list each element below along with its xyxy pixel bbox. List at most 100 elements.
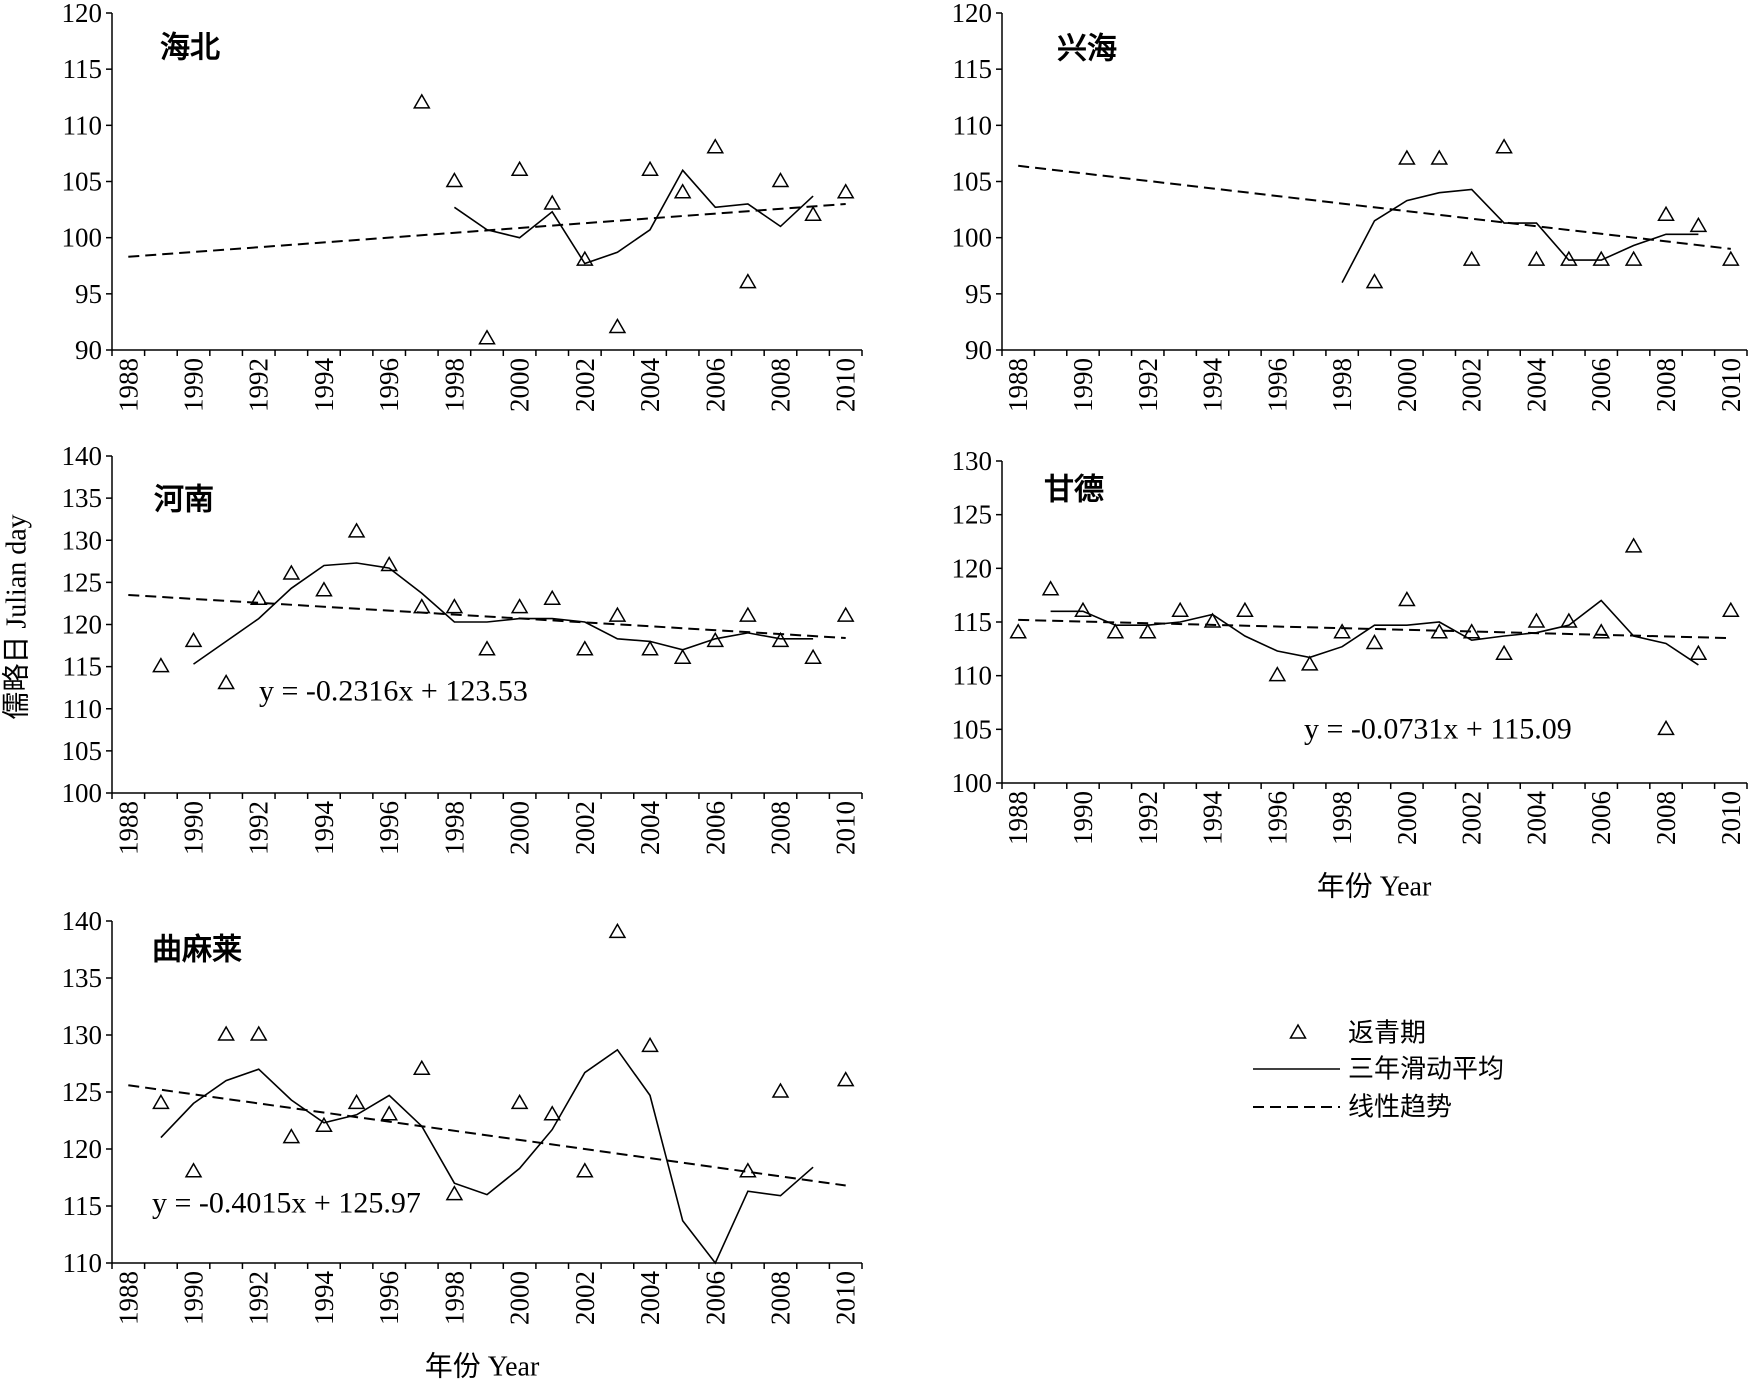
y-tick-label: 120: [62, 1134, 103, 1164]
x-tick-label: 1988: [1003, 791, 1033, 845]
moving-average-line: [453, 168, 814, 265]
green-up-point: [1365, 273, 1384, 289]
green-up-point: [445, 1185, 464, 1201]
y-tick-label: 105: [952, 167, 993, 197]
green-up-point: [1268, 666, 1287, 682]
green-up-point: [1495, 644, 1513, 660]
trend-equation: y = -0.0731x + 115.09: [1304, 713, 1572, 746]
y-tick-label: 115: [63, 652, 103, 682]
green-up-point: [445, 598, 464, 614]
linear-trend-line: [128, 203, 846, 258]
linear-trend-line: [1018, 164, 1731, 250]
y-tick-label: 120: [62, 0, 103, 28]
y-tick-label: 100: [62, 223, 103, 253]
moving-average-line: [1050, 599, 1699, 666]
green-up-point: [1689, 644, 1708, 660]
trend-equation: y = -0.4015x + 125.97: [152, 1187, 421, 1220]
y-tick-label: 90: [75, 335, 102, 365]
x-tick-label: 1992: [244, 358, 274, 412]
green-up-point: [1171, 601, 1189, 618]
green-up-point: [478, 329, 496, 345]
x-tick-label: 1994: [1198, 791, 1228, 846]
green-up-point: [641, 1036, 659, 1053]
x-tick-label: 2004: [635, 1271, 665, 1326]
x-tick-label: 1994: [1198, 358, 1228, 413]
y-tick-label: 130: [62, 1020, 103, 1050]
green-up-point: [1657, 205, 1675, 221]
y-tick-label: 120: [62, 610, 103, 640]
trend-equation: y = -0.2316x + 123.53: [259, 675, 528, 708]
green-up-point: [1430, 149, 1449, 165]
x-tick-label: 2008: [1651, 791, 1681, 845]
green-up-point: [380, 1105, 398, 1121]
x-tick-label: 1996: [374, 1271, 404, 1325]
x-axis-title: 年份 Year: [425, 1351, 540, 1383]
green-up-point: [1689, 216, 1708, 233]
y-tick-label: 130: [62, 525, 103, 555]
green-up-point: [836, 183, 855, 199]
x-tick-label: 2008: [1651, 358, 1681, 412]
green-up-point: [673, 648, 692, 664]
x-tick-label: 2008: [765, 801, 795, 855]
x-tick-label: 2000: [505, 358, 535, 412]
green-up-point: [510, 598, 529, 614]
green-up-point: [1592, 250, 1611, 266]
x-tick-label: 1992: [244, 801, 274, 855]
green-up-point: [510, 1093, 529, 1110]
green-up-point: [1657, 719, 1675, 736]
moving-average-line: [160, 1048, 814, 1265]
green-up-point: [1527, 250, 1546, 266]
green-up-point: [1560, 250, 1578, 266]
y-tick-label: 110: [63, 1248, 103, 1278]
y-tick-label: 105: [62, 167, 103, 197]
x-tick-label: 2000: [505, 1271, 535, 1325]
green-up-point: [217, 673, 235, 690]
green-up-point: [282, 564, 301, 580]
x-tick-label: 2010: [831, 801, 861, 855]
green-up-point: [1236, 601, 1254, 618]
green-up-point: [1398, 149, 1416, 165]
green-up-point: [804, 648, 822, 664]
green-up-point: [673, 183, 692, 199]
green-up-point: [1300, 655, 1319, 671]
green-up-point: [1365, 633, 1384, 650]
green-up-point: [641, 640, 659, 656]
x-tick-label: 2006: [700, 1271, 730, 1325]
x-tick-label: 1990: [1068, 791, 1098, 845]
green-up-point: [1333, 623, 1351, 639]
green-up-point: [347, 522, 366, 538]
chart-panel: 90 95 100 105 110 115 120 1988 1990 1992 1994 1996 1…: [952, 0, 1748, 412]
green-up-point: [1592, 623, 1611, 639]
green-up-point: [1462, 250, 1481, 266]
green-up-point: [771, 171, 790, 188]
x-tick-label: 1988: [113, 358, 143, 412]
x-tick-label: 1988: [1003, 358, 1033, 412]
green-up-point: [739, 273, 757, 289]
x-tick-label: 1992: [1133, 791, 1163, 845]
x-tick-label: 2000: [505, 801, 535, 855]
chart-title: 甘德: [1044, 474, 1104, 507]
x-tick-label: 2006: [1586, 791, 1616, 845]
y-tick-label: 120: [952, 553, 993, 583]
green-up-point: [543, 1105, 562, 1121]
x-tick-label: 2002: [1457, 358, 1487, 412]
y-tick-label: 100: [952, 223, 993, 253]
legend-label: 三年滑动平均: [1348, 1055, 1504, 1084]
y-tick-label: 110: [953, 661, 993, 691]
x-tick-label: 1998: [1327, 791, 1357, 845]
green-up-point: [1722, 601, 1740, 618]
green-up-point: [1624, 537, 1643, 553]
x-tick-label: 2004: [635, 801, 665, 856]
x-tick-label: 2002: [570, 1271, 600, 1325]
legend-label: 返青期: [1348, 1019, 1426, 1048]
x-tick-label: 1992: [1133, 358, 1163, 412]
x-tick-label: 1996: [374, 358, 404, 412]
y-tick-label: 105: [952, 714, 993, 744]
green-up-point: [510, 160, 529, 177]
x-tick-label: 2004: [1521, 358, 1551, 413]
y-tick-label: 125: [952, 500, 993, 530]
y-tick-label: 130: [952, 446, 993, 476]
x-tick-label: 1988: [113, 1271, 143, 1325]
x-tick-label: 2000: [1392, 791, 1422, 845]
